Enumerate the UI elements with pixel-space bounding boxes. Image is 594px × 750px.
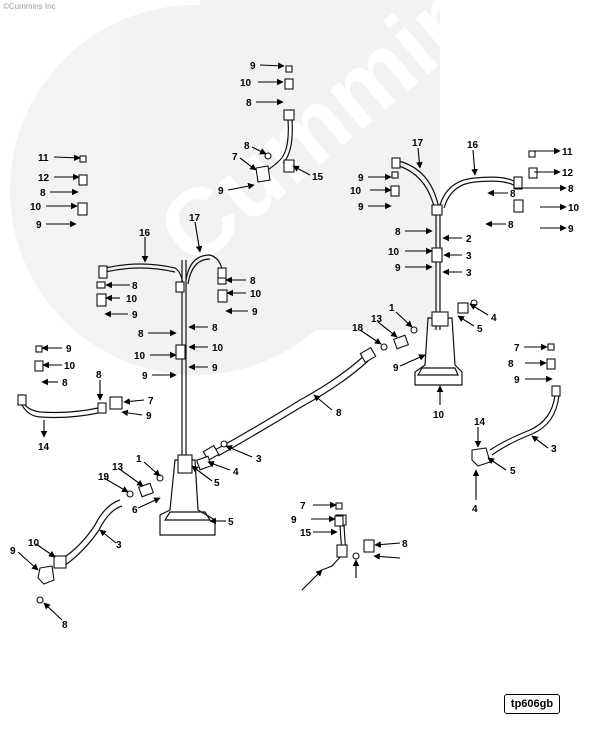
- callout-label: 6: [132, 505, 138, 516]
- callout-label: 8: [132, 281, 138, 292]
- callout-label: 1: [389, 303, 395, 314]
- callout-label: 16: [139, 228, 151, 239]
- callout-label: 17: [412, 138, 424, 149]
- callout-label: 3: [551, 444, 557, 455]
- callout-label: 9: [252, 307, 258, 318]
- callout-label: 3: [466, 251, 472, 262]
- callout-arrows: [17, 62, 567, 621]
- callout-label: 17: [189, 213, 201, 224]
- callout-label: 3: [466, 268, 472, 279]
- callout-label: 9: [36, 220, 42, 231]
- callout-label: 8: [336, 408, 342, 419]
- callout-label: 11: [562, 147, 573, 158]
- callout-label: 8: [395, 227, 401, 238]
- callout-label: 10: [388, 247, 400, 258]
- callout-label: 9: [132, 310, 138, 321]
- callout-label: 7: [300, 501, 306, 512]
- callout-label: 14: [474, 417, 486, 428]
- callout-label: 16: [467, 140, 479, 151]
- parts-linework: [17, 65, 561, 604]
- callout-label: 8: [246, 98, 252, 109]
- callout-label: 9: [142, 371, 148, 382]
- callout-label: 8: [212, 323, 218, 334]
- callout-label: 15: [300, 528, 312, 539]
- callout-label: 3: [256, 454, 262, 465]
- callout-label: 15: [312, 172, 324, 183]
- callout-label: 10: [250, 289, 262, 300]
- callout-label: 9: [514, 375, 520, 386]
- callout-label: 7: [148, 396, 154, 407]
- callout-label: 10: [433, 410, 445, 421]
- callout-label: 12: [562, 168, 574, 179]
- figure-id-label: tp606gb: [504, 694, 560, 714]
- callout-labels: 9 10 8 8 7 15 9 11 12 8 10 9 16 17 8 10 …: [10, 61, 580, 631]
- callout-label: 10: [134, 351, 146, 362]
- callout-label: 4: [472, 504, 478, 515]
- callout-label: 10: [350, 186, 362, 197]
- callout-label: 10: [568, 203, 580, 214]
- callout-label: 9: [250, 61, 256, 72]
- callout-label: 2: [466, 234, 472, 245]
- callout-label: 9: [218, 186, 224, 197]
- callout-label: 9: [358, 173, 364, 184]
- callout-label: 5: [510, 466, 516, 477]
- callout-label: 1: [136, 454, 142, 465]
- callout-label: 8: [62, 620, 68, 631]
- callout-label: 8: [244, 141, 250, 152]
- callout-label: 13: [371, 314, 383, 325]
- callout-label: 9: [393, 363, 399, 374]
- callout-label: 4: [491, 313, 497, 324]
- copyright-text: ©Cummins Inc: [3, 2, 56, 11]
- callout-label: 9: [10, 546, 16, 557]
- callout-label: 10: [212, 343, 224, 354]
- callout-label: 5: [214, 478, 220, 489]
- callout-label: 8: [138, 329, 144, 340]
- callout-label: 7: [232, 152, 238, 163]
- callout-label: 10: [28, 538, 40, 549]
- callout-label: 4: [233, 467, 239, 478]
- callout-label: 10: [64, 361, 76, 372]
- callout-label: 8: [62, 378, 68, 389]
- callout-label: 3: [116, 540, 122, 551]
- callout-label: 14: [38, 442, 50, 453]
- callout-label: 12: [38, 173, 50, 184]
- callout-label: 19: [98, 472, 110, 483]
- callout-label: 8: [510, 189, 516, 200]
- callout-label: 8: [96, 370, 102, 381]
- callout-label: 11: [38, 153, 49, 164]
- callout-label: 9: [66, 344, 72, 355]
- callout-label: 9: [395, 263, 401, 274]
- callout-label: 8: [40, 188, 46, 199]
- callout-label: 9: [212, 363, 218, 374]
- callout-label: 8: [568, 184, 574, 195]
- callout-label: 9: [568, 224, 574, 235]
- callout-label: 8: [508, 359, 514, 370]
- callout-label: 5: [228, 517, 234, 528]
- callout-label: 9: [146, 411, 152, 422]
- callout-label: 10: [30, 202, 42, 213]
- callout-label: 10: [126, 294, 138, 305]
- callout-label: 9: [358, 202, 364, 213]
- callout-label: 8: [250, 276, 256, 287]
- callout-label: 8: [508, 220, 514, 231]
- callout-label: 5: [477, 324, 483, 335]
- callout-label: 7: [514, 343, 520, 354]
- callout-label: 13: [112, 462, 124, 473]
- callout-label: 10: [240, 78, 252, 89]
- callout-label: 9: [291, 515, 297, 526]
- callout-label: 8: [402, 539, 408, 550]
- callout-label: 18: [352, 323, 364, 334]
